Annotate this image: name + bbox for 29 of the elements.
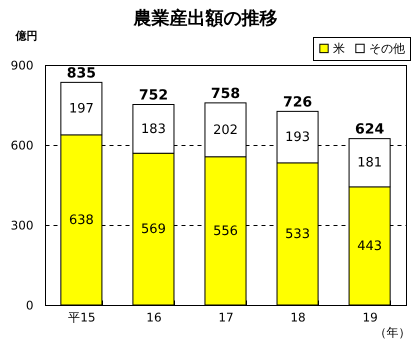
y-tick-label: 900: [10, 58, 34, 72]
legend-label: 米: [333, 41, 345, 56]
data-label: 533: [285, 226, 310, 242]
x-axis-title: （年）: [374, 326, 410, 340]
data-label: 556: [213, 224, 238, 239]
data-label: 569: [141, 222, 166, 238]
data-label: 193: [285, 130, 310, 146]
data-label: 183: [141, 122, 166, 137]
x-tick-label: 平15: [68, 310, 96, 324]
y-axis-title: 億円: [14, 30, 38, 42]
total-label: 624: [354, 122, 384, 138]
x-tick-label: 17: [218, 310, 234, 324]
data-label: 197: [68, 102, 94, 117]
x-tick-label: 18: [290, 310, 306, 324]
x-tick-label: 19: [362, 310, 378, 324]
y-tick-label: 300: [10, 218, 34, 232]
total-label: 726: [282, 94, 312, 110]
data-label: 202: [213, 122, 238, 138]
y-tick-label: 600: [10, 138, 34, 152]
legend-label: その他: [369, 41, 405, 56]
data-label: 443: [357, 238, 382, 254]
total-label: 835: [66, 65, 96, 82]
chart-title: 農業産出額の推移: [132, 8, 278, 29]
total-label: 758: [210, 86, 240, 102]
data-label: 181: [357, 156, 382, 171]
total-label: 752: [138, 87, 168, 104]
y-tick-label: 0: [26, 298, 34, 312]
data-label: 638: [68, 212, 94, 228]
x-tick-label: 16: [146, 310, 162, 324]
